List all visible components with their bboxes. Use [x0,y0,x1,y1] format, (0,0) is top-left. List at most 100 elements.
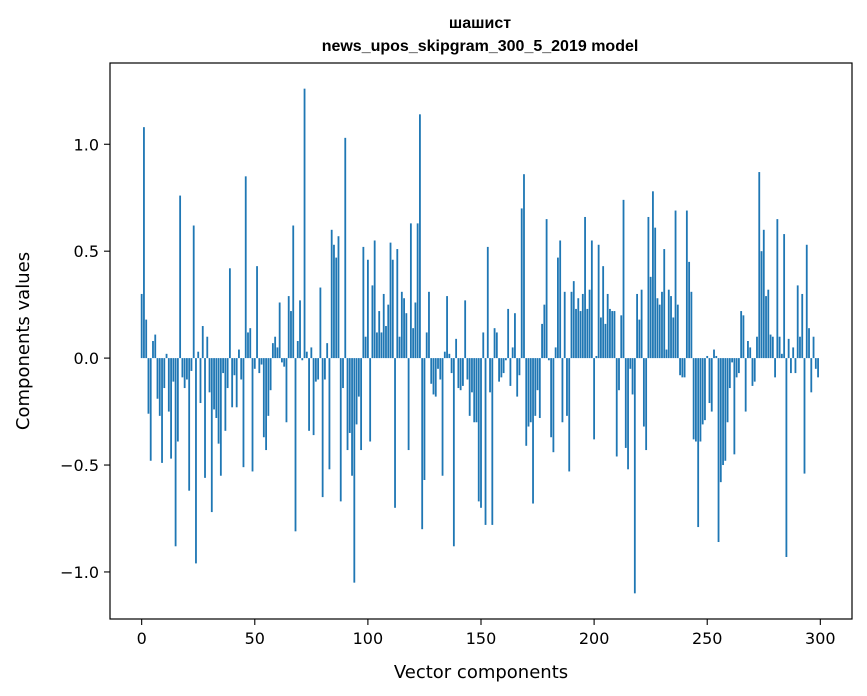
bar [301,358,304,361]
bar [808,328,810,359]
bar [380,332,383,359]
bar [222,358,225,374]
bar [437,358,439,369]
bar [267,358,270,416]
bar [269,358,272,391]
bar [642,358,645,427]
bar [201,326,204,359]
bar [330,229,333,359]
bar [247,332,249,359]
bar [550,358,553,438]
bar [296,341,299,359]
bar [523,174,525,359]
bar [516,358,519,397]
bar [186,358,188,380]
bar [708,358,711,404]
bar [385,326,387,359]
bar-series [140,88,819,594]
bar [511,347,514,359]
bar [491,358,494,525]
bar [595,355,598,359]
bar [812,336,815,359]
bar [670,296,672,359]
bar [756,336,758,359]
bar [566,358,568,416]
bar [312,358,315,436]
bar [744,358,747,412]
bar [683,358,686,378]
bar [210,358,213,513]
bar [430,358,433,384]
bar [507,308,510,359]
bar [636,293,638,359]
bar [387,304,390,359]
bar [778,336,781,359]
bar [534,358,537,416]
bar [403,298,405,359]
bar [156,358,159,399]
bar [814,358,817,369]
bar [749,347,752,359]
bar [597,244,600,359]
bar [400,291,403,359]
bar [283,358,286,367]
bar [274,336,277,359]
bar [299,300,301,359]
bar [161,358,163,463]
bar [326,343,329,359]
bar [317,358,320,380]
bar [294,358,297,532]
bar [690,291,693,359]
bar [452,358,455,547]
bar [495,332,498,359]
bar [482,332,485,359]
bar [740,311,743,359]
bar [305,351,308,359]
bar [593,358,596,440]
bar [665,349,668,359]
bar [366,259,369,359]
bar [581,293,584,359]
bar [163,358,166,389]
x-axis: 0 50 100 150 200 250 300 [137,619,836,648]
bar [547,358,550,361]
bar [432,358,435,395]
bar [618,358,620,391]
bar [799,336,801,359]
bar [817,358,819,378]
bar [457,358,460,389]
bar [609,308,611,359]
bar [762,229,765,359]
bar [681,358,684,378]
bar [713,349,715,359]
bar [493,328,496,359]
bar [152,341,154,359]
bar [613,311,616,359]
bar [373,240,376,359]
bar [240,358,243,380]
bar [685,210,688,359]
bar [181,358,184,378]
bar [514,313,516,359]
bar [287,296,290,359]
bar [697,358,700,528]
bar [624,358,627,448]
bar [158,358,161,416]
bar [500,358,503,378]
bar [647,216,650,359]
x-tick-label: 0 [137,629,147,648]
bar [783,234,786,359]
bar [790,358,792,374]
bar [747,341,749,359]
bar [355,358,358,425]
bar [545,219,548,359]
bar [654,227,657,359]
bar [276,347,279,359]
bar [228,268,231,359]
bar [536,358,539,391]
bar [765,296,767,359]
bar [561,358,564,423]
bar [557,257,559,359]
bar [378,311,381,359]
bar [701,358,704,425]
